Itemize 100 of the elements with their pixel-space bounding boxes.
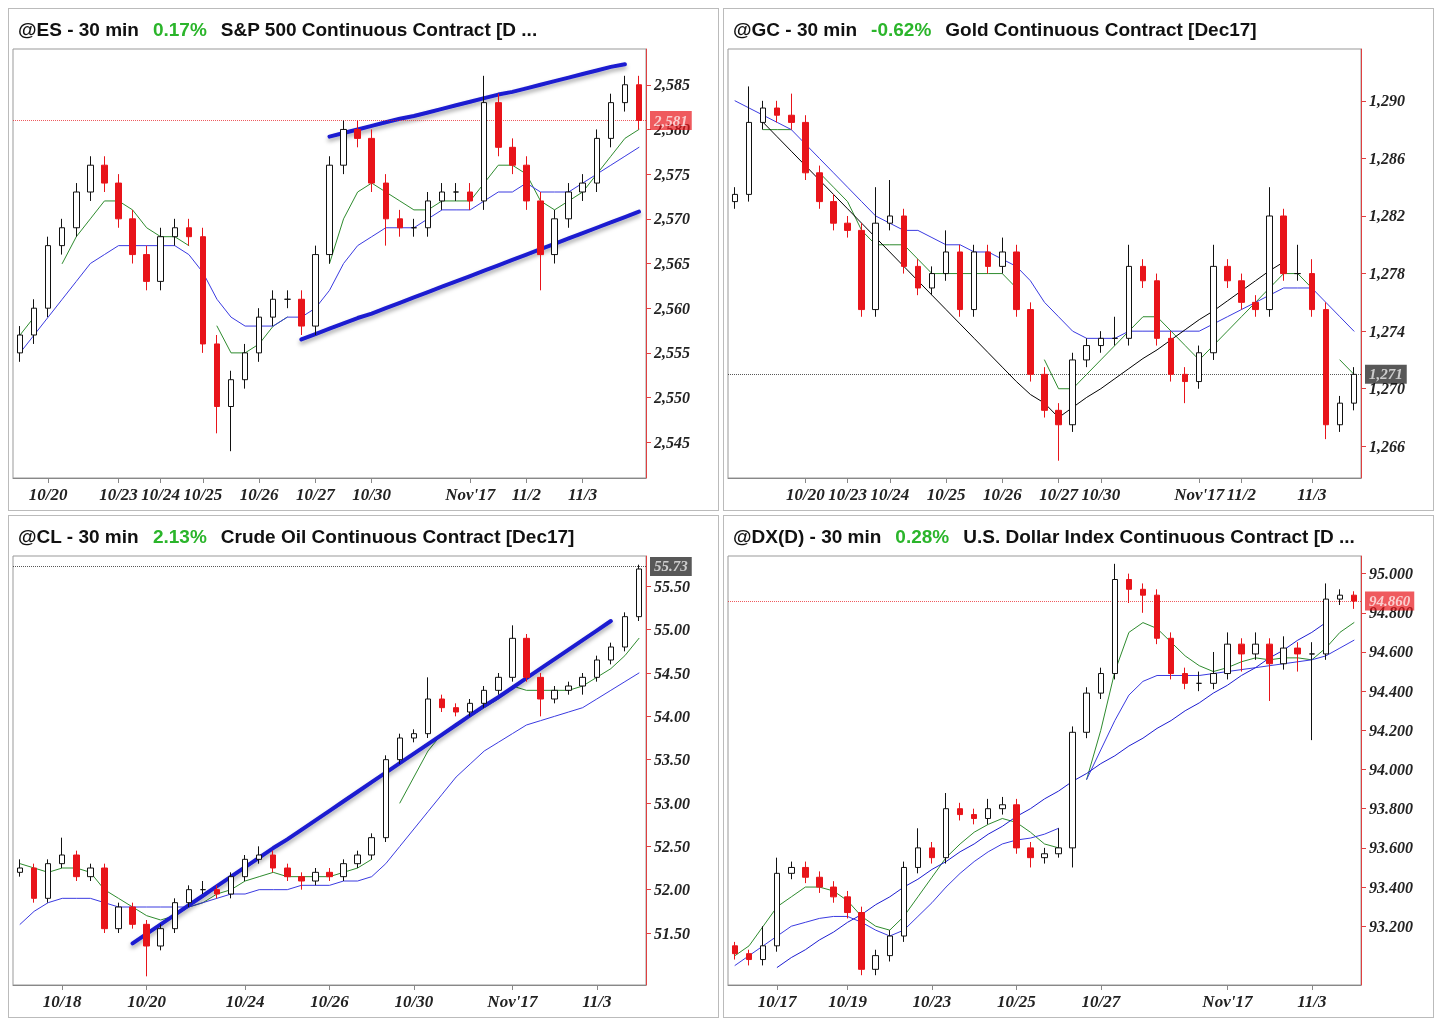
y-tick-label: 2,565	[653, 255, 690, 272]
candlestick	[1210, 244, 1217, 361]
y-tick-label: 51.50	[654, 924, 690, 942]
text: Gold Continuous Contract [Dec17]	[945, 19, 1257, 40]
candlestick	[1224, 631, 1231, 680]
candlestick	[467, 698, 473, 717]
candlestick	[872, 186, 879, 318]
candlestick	[551, 685, 558, 704]
y-tick-label: 1,266	[1369, 437, 1405, 455]
candlestick	[523, 155, 530, 211]
x-tick-label: 10/30	[352, 485, 392, 504]
y-tick-label: 55.50	[654, 577, 690, 595]
y-tick-label: 55.00	[654, 621, 690, 639]
text: U.S. Dollar Index Continuous Contract [D ...	[963, 526, 1355, 547]
candlestick	[242, 343, 248, 390]
x-tick-label: 10/19	[828, 992, 868, 1011]
x-tick-label: 10/18	[42, 992, 83, 1011]
candlestick	[537, 672, 544, 717]
candlestick	[228, 871, 234, 899]
candlestick	[467, 182, 473, 211]
candlestick	[901, 208, 907, 275]
candlestick	[872, 949, 879, 976]
candlestick	[1309, 641, 1315, 741]
y-tick-label: 93.600	[1369, 839, 1413, 857]
line-series	[130, 619, 613, 946]
ref-line-label: 55.73	[654, 558, 689, 575]
candlestick	[256, 845, 262, 865]
candlestick	[579, 672, 586, 696]
candlestick	[844, 890, 851, 919]
candlestick	[999, 237, 1006, 275]
candlestick	[622, 611, 628, 652]
y-tick-label: 54.00	[654, 707, 690, 725]
candlestick	[802, 861, 809, 884]
candlestick	[746, 85, 752, 203]
x-tick-label: 10/26	[239, 485, 280, 504]
candlestick	[971, 808, 977, 825]
candlestick	[143, 919, 150, 977]
candlestick	[887, 179, 893, 231]
candlestick	[537, 191, 544, 291]
candlestick	[1337, 588, 1343, 606]
candlestick	[411, 728, 417, 743]
candlestick	[858, 222, 865, 318]
candlestick	[17, 858, 23, 878]
candlestick	[284, 863, 291, 882]
candlestick	[901, 861, 907, 943]
candlestick	[802, 114, 809, 181]
line-series	[734, 100, 1355, 339]
candlestick	[368, 128, 375, 193]
candlestick	[1182, 667, 1188, 690]
candlestick	[87, 155, 94, 202]
candlestick	[1069, 725, 1076, 868]
candlestick	[298, 871, 305, 891]
candlestick	[45, 236, 51, 318]
candlestick	[622, 75, 628, 113]
y-tick-label: 95.000	[1369, 565, 1413, 583]
candlestick	[1337, 395, 1343, 433]
x-tick-label: 10/17	[757, 992, 799, 1011]
candlestick	[509, 137, 516, 175]
y-tick-label: 2,560	[653, 299, 690, 317]
candlestick	[59, 218, 65, 256]
line-series	[327, 62, 627, 139]
candlestick	[788, 93, 795, 131]
candlestick	[788, 861, 795, 880]
candlestick	[1252, 294, 1259, 318]
x-tick-label: 10/24	[225, 992, 265, 1011]
y-tick-label: 2,545	[653, 433, 690, 451]
candlestick	[1098, 667, 1104, 700]
candlestick	[31, 863, 37, 904]
candlestick	[1280, 635, 1287, 671]
y-tick-label: 94.200	[1369, 721, 1413, 739]
x-tick-label: 11/2	[1226, 485, 1257, 504]
candlestick	[354, 850, 361, 869]
candlestick	[1238, 637, 1245, 673]
candlestick	[214, 334, 220, 434]
x-tick-label: 11/2	[511, 485, 542, 504]
candlestick	[172, 897, 178, 934]
candlestick	[1238, 273, 1245, 311]
candlestick	[844, 215, 851, 239]
candlestick	[1041, 366, 1048, 419]
candlestick	[1140, 258, 1146, 289]
candlestick	[284, 289, 291, 309]
candlestick	[565, 182, 572, 229]
candlestick	[887, 929, 893, 962]
candlestick	[985, 798, 991, 825]
candlestick	[1083, 686, 1090, 739]
y-tick-label: 1,270	[1369, 380, 1405, 398]
candlestick	[326, 155, 333, 264]
text: Crude Oil Continuous Contract [Dec17]	[220, 526, 575, 547]
y-tick-label: 93.800	[1369, 800, 1413, 818]
x-tick-label: Nov'17	[444, 485, 497, 504]
x-tick-label: 10/27	[1039, 485, 1080, 504]
x-tick-label: 10/23	[912, 992, 952, 1011]
candlestick	[425, 191, 431, 238]
candlestick	[368, 832, 375, 860]
candlestick	[1309, 258, 1315, 318]
candlestick	[509, 624, 516, 683]
x-tick-label: 10/25	[926, 485, 966, 504]
candlestick	[172, 218, 178, 247]
candlestick	[985, 244, 991, 275]
candlestick	[594, 655, 600, 683]
